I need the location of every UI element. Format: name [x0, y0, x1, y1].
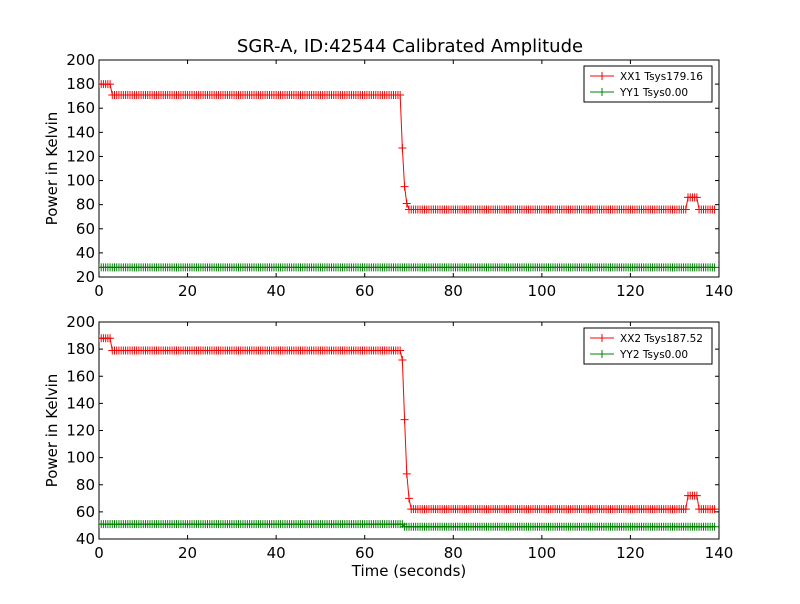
y-tick-label: 80	[76, 476, 95, 494]
x-tick-label: 60	[355, 282, 374, 300]
data-point	[396, 90, 405, 99]
x-tick-label: 40	[267, 544, 286, 562]
legend-marker	[598, 350, 606, 358]
series-1	[99, 80, 719, 214]
y-tick-label: 120	[66, 147, 95, 165]
y-tick-label: 80	[76, 196, 95, 214]
data-point	[400, 415, 409, 424]
data-point	[710, 205, 719, 214]
x-tick-label: 40	[267, 282, 286, 300]
data-point	[681, 505, 690, 514]
x-tick-label: 20	[178, 544, 197, 562]
legend-frame	[583, 65, 713, 103]
data-point	[398, 355, 407, 364]
data-point	[396, 346, 405, 355]
legend-label: XX2 Tsys187.52	[620, 333, 703, 345]
x-tick-label: 140	[705, 544, 734, 562]
series-1	[99, 334, 719, 514]
y-tick-label: 40	[76, 530, 95, 548]
data-point	[402, 199, 411, 208]
x-tick-label: 100	[528, 544, 557, 562]
data-point	[710, 263, 719, 272]
data-point	[400, 182, 409, 191]
x-tick-label: 120	[616, 282, 645, 300]
y-tick-label: 40	[76, 244, 95, 262]
y-tick-label: 160	[66, 99, 95, 117]
legend-marker	[598, 72, 606, 80]
series-2	[99, 520, 719, 531]
legend-marker	[598, 88, 606, 96]
y-tick-label: 140	[66, 123, 95, 141]
legend-label: YY1 Tsys0.00	[619, 87, 688, 99]
x-tick-label: 140	[705, 282, 734, 300]
x-tick-label: 0	[94, 282, 104, 300]
x-tick-label: 100	[528, 282, 557, 300]
legend-marker	[598, 334, 606, 342]
x-tick-label: 80	[444, 282, 463, 300]
legend-frame	[583, 327, 713, 365]
x-tick-label: 0	[94, 544, 104, 562]
y-tick-label: 180	[66, 340, 95, 358]
y-tick-label: 20	[76, 268, 95, 286]
y-tick-label: 120	[66, 422, 95, 440]
legend-label: XX1 Tsys179.16	[620, 71, 703, 83]
data-point	[405, 494, 413, 503]
data-point	[710, 522, 719, 531]
y-tick-label: 60	[76, 220, 95, 238]
chart-panel-2: 0 20 40 60 80 100 120 140 40 60 80 100 120 140 160 180 2…	[43, 313, 733, 580]
data-point	[710, 505, 719, 514]
data-point	[106, 334, 115, 343]
y-tick-label: 100	[66, 449, 95, 467]
y-axis-label: Power in Kelvin	[43, 374, 61, 488]
legend-label: YY2 Tsys0.00	[619, 349, 688, 361]
y-tick-label: 200	[66, 313, 95, 331]
x-tick-label: 80	[444, 544, 463, 562]
y-tick-label: 160	[66, 367, 95, 385]
series-2	[99, 263, 719, 272]
data-point	[692, 193, 701, 202]
y-tick-label: 140	[66, 394, 95, 412]
data-point	[398, 144, 407, 153]
y-tick-label: 180	[66, 75, 95, 93]
y-axis-label: Power in Kelvin	[43, 112, 61, 226]
x-tick-label: 60	[355, 544, 374, 562]
data-point	[402, 469, 411, 478]
data-point	[692, 491, 701, 500]
y-tick-label: 60	[76, 503, 95, 521]
figure-title: SGR-A, ID:42544 Calibrated Amplitude	[237, 36, 583, 57]
legend: XX1 Tsys179.16 YY1 Tsys0.00	[583, 65, 713, 103]
chart-panel-1: 0 20 40 60 80 100 120 1402040608010012014016018…	[43, 51, 733, 300]
y-tick-label: 100	[66, 172, 95, 190]
x-tick-label: 20	[178, 282, 197, 300]
legend: XX2 Tsys187.52 YY2 Tsys0.00	[583, 327, 713, 365]
x-tick-label: 120	[616, 544, 645, 562]
data-point	[106, 80, 115, 89]
data-point	[681, 205, 690, 214]
x-axis-label: Time (seconds)	[351, 562, 467, 580]
y-tick-label: 200	[66, 51, 95, 69]
